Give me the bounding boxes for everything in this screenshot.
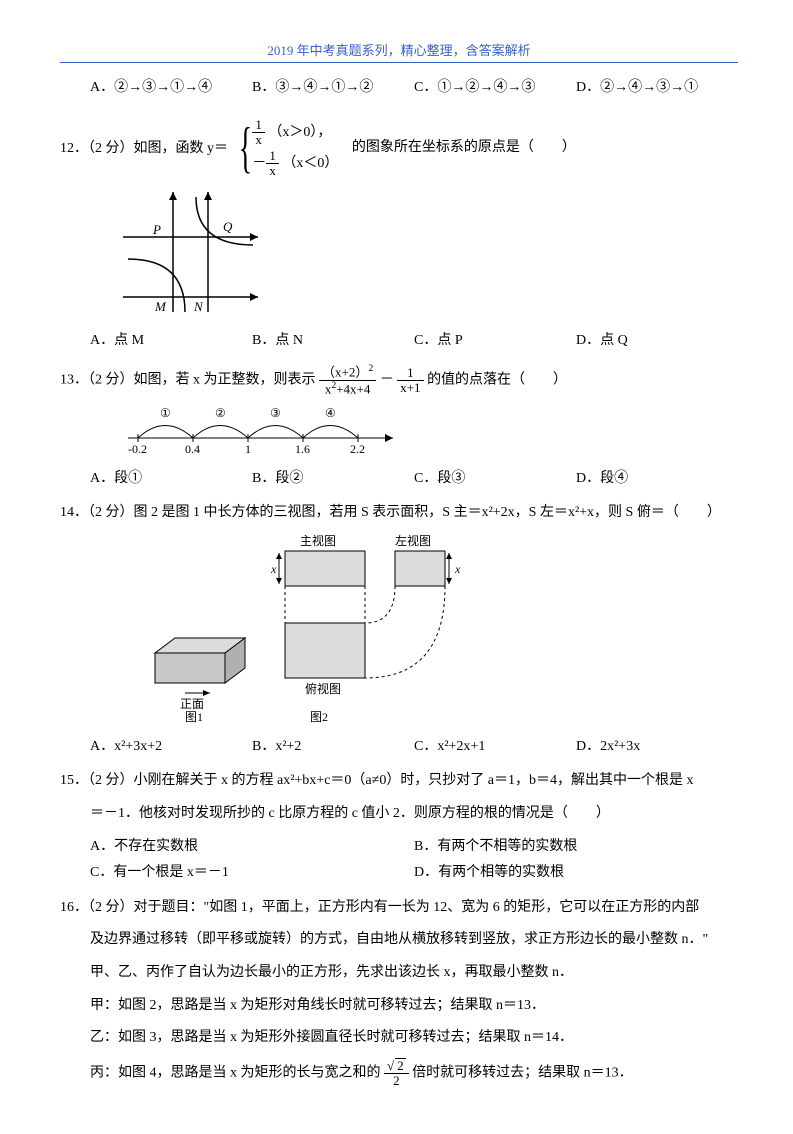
q16-l6: 丙：如图 4，思路是当 x 为矩形的长与宽之和的 √2 2 倍时就可移转过去；结… [60, 1058, 738, 1089]
q11-optC: C．①→②→④→③ [414, 75, 576, 102]
q13-optC: C．段③ [414, 466, 576, 493]
q16-l5: 乙：如图 3，思路是当 x 为矩形外接圆直径长时就可移转过去；结果取 n＝14． [60, 1025, 738, 1052]
q16-l4: 甲：如图 2，思路是当 x 为矩形对角线长时就可移转过去；结果取 n＝13． [60, 993, 738, 1020]
q12-piecewise: { 1x （x＞0）， －1x （x＜0） [232, 116, 339, 181]
q13-stem: 13．（2 分）如图，若 x 为正整数，则表示 （x+2）2 x2+4x+4 －… [60, 364, 738, 396]
svg-text:正面: 正面 [180, 697, 204, 711]
q16-l1: 16．（2 分）对于题目："如图 1，平面上，正方形内有一长为 12、宽为 6 … [60, 895, 738, 922]
q16-l2: 及边界通过移转（即平移或旋转）的方式，自由地从横放移转到竖放，求正方形边长的最小… [60, 927, 738, 954]
q11-options: A．②→③→①→④ B．③→④→①→② C．①→②→④→③ D．②→④→③→① [60, 75, 738, 102]
svg-text:图2: 图2 [310, 710, 328, 723]
brace-icon: { [238, 120, 251, 176]
q14-options: A．x²+3x+2 B．x²+2 C．x²+2x+1 D．2x²+3x [60, 734, 738, 761]
svg-text:2.2: 2.2 [350, 442, 365, 455]
svg-text:x: x [270, 562, 277, 576]
q13-frac2: 1x+1 [397, 366, 423, 396]
q12-optB: B．点 N [252, 328, 414, 355]
q15-stem2: ＝－1．他核对时发现所抄的 c 比原方程的 c 值小 2．则原方程的根的情况是（… [60, 801, 738, 828]
q14-optD: D．2x²+3x [576, 734, 738, 761]
q13-mid: － [380, 373, 394, 388]
svg-text:Q: Q [223, 219, 233, 234]
q12-optD: D．点 Q [576, 328, 738, 355]
q16-l3: 甲、乙、丙作了自认为边长最小的正方形，先求出该边长 x，再取最小整数 n． [60, 960, 738, 987]
q15-optA: A．不存在实数根 [90, 834, 414, 861]
q13-numberline: ① ② ③ ④ -0.2 0.4 1 1.6 2.2 [118, 403, 738, 460]
q13-optB: B．段② [252, 466, 414, 493]
q11-optB: B．③→④→①→② [252, 75, 414, 102]
svg-text:②: ② [215, 406, 226, 420]
q13-options: A．段① B．段② C．段③ D．段④ [60, 466, 738, 493]
q12-stem: 12．（2 分）如图，函数 y＝ { 1x （x＞0）， －1x （x＜0） 的… [60, 116, 738, 181]
q12-case1: （x＞0）， [268, 125, 331, 140]
q12-suffix: 的图象所在坐标系的原点是（ ） [352, 140, 576, 155]
q12-prefix: 12．（2 分）如图，函数 y＝ [60, 140, 228, 155]
svg-text:④: ④ [325, 406, 336, 420]
svg-text:图1: 图1 [185, 710, 203, 723]
svg-text:③: ③ [270, 406, 281, 420]
q14-optA: A．x²+3x+2 [90, 734, 252, 761]
q13-optD: D．段④ [576, 466, 738, 493]
q11-optD: D．②→④→③→① [576, 75, 738, 102]
svg-text:左视图: 左视图 [395, 533, 431, 548]
q15-stem1: 15．（2 分）小刚在解关于 x 的方程 ax²+bx+c＝0（a≠0）时，只抄… [60, 768, 738, 795]
page-header: 2019 年中考真题系列，精心整理，含答案解析 [60, 40, 738, 63]
svg-text:-0.2: -0.2 [128, 442, 147, 455]
svg-text:1.6: 1.6 [295, 442, 310, 455]
q11-optA: A．②→③→①→④ [90, 75, 252, 102]
q12-options: A．点 M B．点 N C．点 P D．点 Q [60, 328, 738, 355]
q15-optB: B．有两个不相等的实数根 [414, 834, 738, 861]
q13-suffix: 的值的点落在（ ） [427, 373, 567, 388]
q14-diagram: 正面 图1 主视图 x 左视图 x 俯视图 图2 [145, 533, 738, 728]
svg-text:1: 1 [245, 442, 251, 455]
svg-text:N: N [193, 299, 204, 314]
q12-case2: （x＜0） [282, 156, 338, 171]
q16-frac: √2 2 [384, 1058, 409, 1089]
q15-options: A．不存在实数根 B．有两个不相等的实数根 C．有一个根是 x＝－1 D．有两个… [60, 834, 738, 887]
svg-text:M: M [154, 299, 167, 314]
q14-optC: C．x²+2x+1 [414, 734, 576, 761]
q14-optB: B．x²+2 [252, 734, 414, 761]
svg-text:①: ① [160, 406, 171, 420]
q13-prefix: 13．（2 分）如图，若 x 为正整数，则表示 [60, 373, 316, 388]
q12-optC: C．点 P [414, 328, 576, 355]
q13-optA: A．段① [90, 466, 252, 493]
svg-text:俯视图: 俯视图 [305, 681, 341, 696]
q12-graph: P Q M N [118, 187, 738, 322]
q14-stem: 14．（2 分）图 2 是图 1 中长方体的三视图，若用 S 表示面积，S 主＝… [60, 500, 738, 527]
q15-optC: C．有一个根是 x＝－1 [90, 860, 414, 887]
svg-text:主视图: 主视图 [300, 533, 336, 548]
q15-optD: D．有两个相等的实数根 [414, 860, 738, 887]
q13-frac1: （x+2）2 x2+4x+4 [319, 364, 376, 396]
svg-text:x: x [454, 562, 461, 576]
svg-text:0.4: 0.4 [185, 442, 200, 455]
q12-optA: A．点 M [90, 328, 252, 355]
svg-text:P: P [152, 222, 161, 237]
